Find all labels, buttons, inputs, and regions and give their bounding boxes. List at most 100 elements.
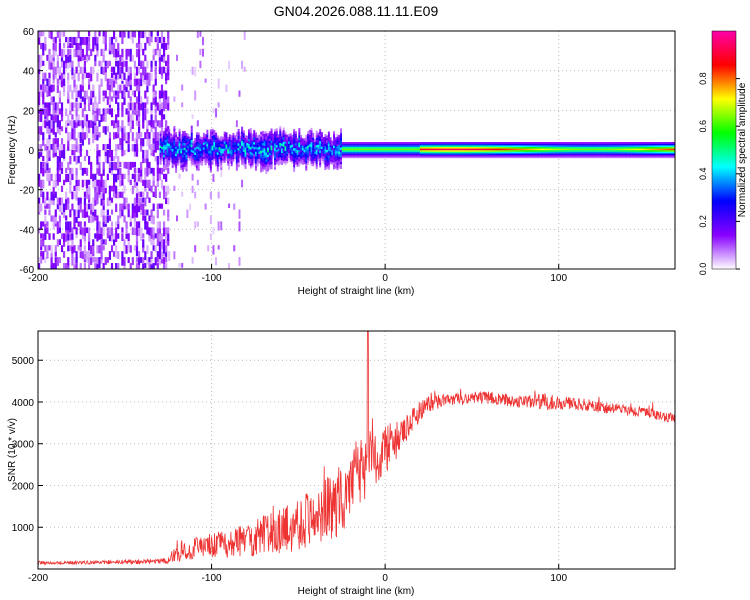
- heat-cell: [303, 145, 306, 148]
- heat-cell: [176, 136, 179, 140]
- heat-cell: [569, 148, 572, 151]
- heat-cell: [152, 90, 155, 98]
- heat-cell: [202, 137, 205, 141]
- heat-cell: [117, 120, 120, 128]
- heat-cell: [621, 151, 624, 154]
- heat-cell: [280, 143, 283, 146]
- heat-cell: [42, 155, 45, 162]
- heat-cell: [162, 169, 165, 172]
- heat-cell: [263, 138, 266, 142]
- heat-cell: [343, 156, 346, 159]
- heat-cell: [388, 150, 391, 152]
- heat-cell: [127, 114, 130, 122]
- heat-cell: [220, 141, 223, 144]
- heat-cell: [104, 42, 107, 51]
- heat-cell: [619, 143, 622, 146]
- heat-cell: [223, 155, 226, 159]
- heat-cell: [73, 84, 76, 93]
- heat-cell: [282, 151, 285, 154]
- heat-cell: [499, 153, 502, 155]
- heat-cell: [40, 126, 43, 135]
- heat-cell: [305, 153, 308, 157]
- heat-cell: [615, 148, 618, 151]
- heat-cell: [166, 147, 169, 151]
- heat-cell: [40, 167, 43, 174]
- heat-cell: [310, 142, 313, 145]
- heat-cell: [496, 145, 499, 148]
- heat-cell: [85, 167, 89, 176]
- heat-cell: [156, 173, 159, 182]
- heat-cell: [324, 155, 327, 159]
- heat-cell: [65, 167, 68, 173]
- heat-cell: [642, 148, 645, 151]
- heat-cell: [154, 257, 157, 266]
- heat-cell: [244, 154, 247, 157]
- heat-cell: [150, 144, 153, 153]
- heat-cell: [643, 156, 646, 159]
- heat-cell: [371, 145, 374, 148]
- heat-cell: [165, 66, 168, 73]
- heat-cell: [208, 141, 211, 144]
- heat-cell: [622, 156, 625, 159]
- heat-cell: [546, 153, 549, 155]
- heat-cell: [327, 138, 330, 142]
- heat-cell: [150, 209, 153, 218]
- heat-cell: [83, 72, 87, 79]
- heat-cell: [583, 150, 586, 152]
- heat-cell: [320, 139, 323, 142]
- heat-cell: [496, 150, 499, 152]
- heat-cell: [322, 149, 325, 152]
- heat-cell: [254, 137, 257, 140]
- heat-cell: [508, 156, 511, 159]
- heat-cell: [301, 155, 304, 158]
- heat-cell: [140, 197, 143, 204]
- heat-cell: [216, 159, 219, 162]
- heat-cell: [165, 96, 168, 103]
- heat-cell: [360, 156, 363, 159]
- heat-cell: [197, 153, 200, 157]
- heat-cell: [127, 108, 130, 117]
- heat-cell: [75, 138, 78, 146]
- heat-cell: [85, 114, 89, 122]
- heat-cell: [555, 153, 558, 155]
- heat-cell: [312, 161, 315, 164]
- heat-cell: [211, 145, 214, 149]
- heat-cell: [661, 156, 664, 159]
- heat-cell: [478, 143, 481, 146]
- heat-cell: [279, 133, 282, 136]
- heat-cell: [470, 150, 473, 152]
- heat-cell: [90, 215, 93, 224]
- heat-cell: [555, 156, 558, 159]
- heat-cell: [173, 135, 176, 139]
- heat-cell: [234, 139, 237, 143]
- heat-cell: [185, 137, 188, 141]
- heat-cell: [312, 163, 315, 167]
- heat-cell: [142, 245, 145, 253]
- heat-cell: [654, 142, 657, 144]
- heat-cell: [129, 215, 132, 223]
- heat-cell: [133, 227, 137, 235]
- heat-cell: [614, 153, 617, 155]
- heat-cell: [67, 263, 70, 269]
- heat-cell: [336, 136, 339, 140]
- heat-cell: [79, 120, 82, 127]
- heat-cell: [449, 151, 452, 154]
- heat-cell: [92, 120, 95, 129]
- heat-cell: [166, 152, 169, 156]
- heat-cell: [154, 72, 157, 79]
- heat-cell: [499, 150, 502, 152]
- heat-cell: [588, 146, 591, 149]
- heat-cell: [484, 148, 487, 151]
- heat-cell: [96, 48, 99, 57]
- heat-cell: [260, 145, 263, 149]
- heat-cell: [173, 128, 176, 132]
- heat-cell: [223, 157, 226, 161]
- heat-cell: [202, 151, 205, 155]
- heat-cell: [277, 160, 280, 164]
- heat-cell: [315, 166, 318, 169]
- heat-cell: [223, 145, 226, 149]
- heat-cell: [473, 151, 476, 154]
- heat-cell: [555, 151, 558, 154]
- heat-cell: [603, 142, 606, 144]
- heat-cell: [204, 160, 207, 163]
